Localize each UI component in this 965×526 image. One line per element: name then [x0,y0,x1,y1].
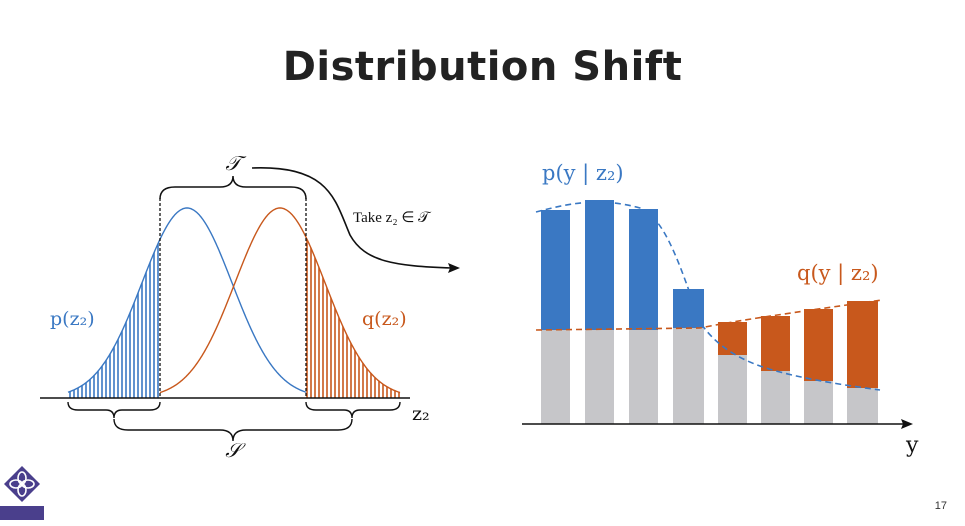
logo [0,466,44,520]
bar-4-gray [673,328,704,424]
bar-7-gray [804,381,833,424]
take-arrow [251,167,453,269]
bar-6-gray [761,371,790,424]
p-tail-hatch [69,239,159,398]
y-axis-label: y [905,433,919,458]
bar-6-orange [761,316,790,371]
bar-2-blue [585,200,614,330]
bar-1-blue [541,210,570,330]
S-brace-big [113,418,353,442]
bar-5-orange [718,322,747,355]
z2-axis-label: z₂ [412,403,430,425]
q-z2-label: q(z₂) [362,308,407,330]
bar-5-gray [718,355,747,424]
bar-8-gray [847,388,878,424]
page-number: 17 [934,500,947,512]
slide-title: Distribution Shift [282,44,683,90]
p-z2-label: p(z₂) [50,308,95,330]
q-y-given-z2-label: q(y | z₂) [797,261,879,286]
right-diagram: p(y | z₂) q(y | z₂) y [522,161,919,458]
S-brace-right [305,401,401,419]
p-y-envelope-dashed [535,201,881,391]
S-brace-left [67,401,161,419]
q-z2-curve [159,207,401,394]
bar-8-orange [847,301,878,388]
p-y-given-z2-label: p(y | z₂) [542,161,624,186]
S-label: 𝒮 [225,438,246,462]
bar-1-gray [541,330,570,424]
take-z2-text: Take z₂ ∈ 𝒯 [353,210,432,226]
take-arrow-head [448,263,460,273]
left-diagram: 𝒯 Take z₂ ∈ 𝒯 𝒮 p(z₂) q(z₂) z₂ [40,151,460,462]
T-label: 𝒯 [225,151,247,175]
p-z2-curve [67,207,307,393]
bar-3-blue [629,209,658,330]
bar-4-blue [673,289,704,328]
y-axis-arrowhead [901,419,913,429]
bar-7-orange [804,309,833,381]
T-brace [159,175,307,200]
bar-3-gray [629,330,658,424]
bar-2-gray [585,330,614,424]
q-y-envelope-dashed [535,299,883,331]
